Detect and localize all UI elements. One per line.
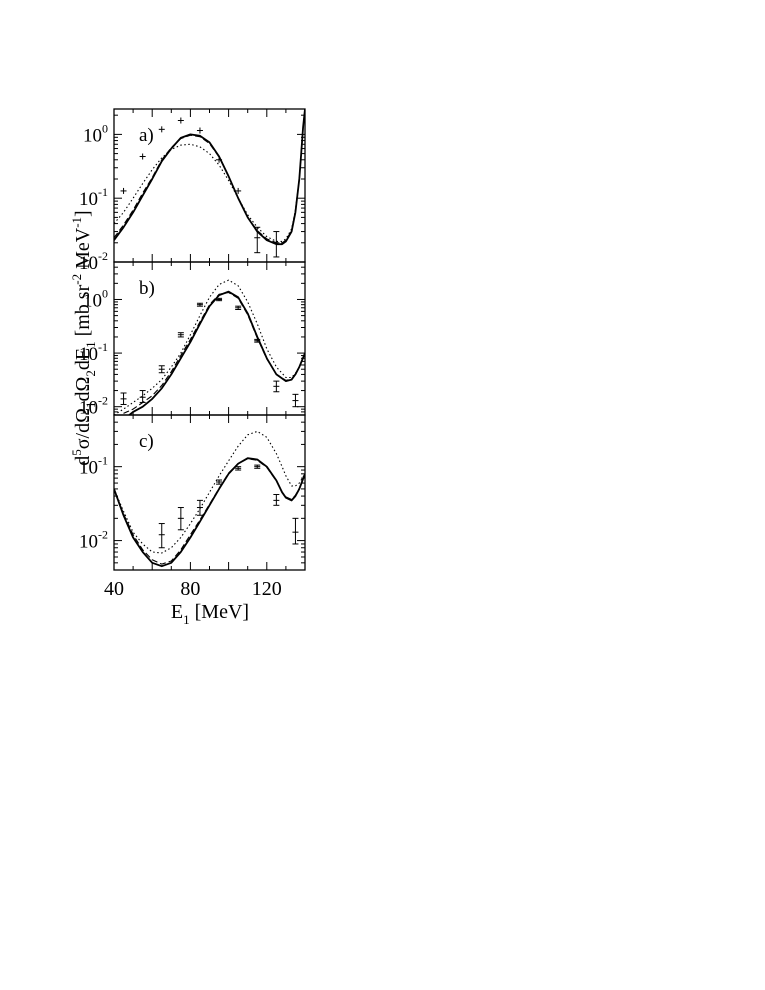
series-solid (128, 290, 305, 415)
x-tick-label: 80 (180, 578, 200, 600)
data-point (216, 479, 223, 485)
data-point (292, 393, 299, 408)
data-point (273, 380, 280, 393)
panel-3: 10-1 10-2 c) (79, 414, 306, 571)
y-tick-label: 10-2 (79, 394, 108, 419)
panel-2: 100 10-1 10-2 b) (79, 261, 306, 419)
y-tick-label: 100 (83, 121, 108, 146)
series-dotted (114, 109, 305, 242)
data-point (254, 226, 261, 254)
data-point (273, 231, 280, 258)
panels-group: 100 10-1 10-2 a) 100 10-1 10-2 b) 10-1 10-2 c) (79, 108, 306, 571)
x-tick-label: 120 (252, 578, 282, 600)
data-point (177, 117, 184, 124)
data-point (254, 464, 261, 469)
x-axis-label: E1 [MeV] (171, 601, 249, 627)
data-point (158, 126, 165, 133)
data-point (273, 494, 280, 506)
series-group (114, 279, 305, 415)
y-tick-label: 10-1 (79, 454, 108, 479)
data-point (235, 466, 242, 471)
y-tick-label: 10-1 (79, 340, 108, 365)
y-tick-label: 10-2 (79, 249, 108, 274)
data-point (120, 187, 127, 194)
data-point (196, 499, 203, 516)
data-point (216, 156, 223, 163)
panel-label: c) (139, 431, 154, 452)
series-group (114, 109, 305, 258)
data-point (216, 297, 223, 302)
x-tick-labels: 40 80 120 (104, 578, 282, 600)
data-point (196, 127, 203, 134)
data-point (235, 305, 242, 311)
y-tick-label: 10-1 (79, 185, 108, 210)
data-point (254, 338, 261, 343)
panel-1: 100 10-1 10-2 a) (79, 108, 306, 274)
series-group (114, 430, 305, 568)
data-point (177, 332, 184, 338)
series-dashed (123, 291, 305, 414)
data-point (292, 517, 299, 545)
series-solid (114, 457, 305, 568)
panel-label: b) (139, 278, 155, 299)
data-point (235, 187, 242, 194)
series-dashed (114, 458, 305, 565)
data-point (139, 153, 146, 160)
data-point (139, 390, 146, 403)
x-tick-label: 40 (104, 578, 124, 600)
data-point (177, 507, 184, 531)
series-dashed (114, 109, 305, 244)
data-point (158, 365, 165, 374)
data-point (196, 302, 203, 307)
y-tick-label: 10-2 (79, 528, 108, 553)
data-point (120, 392, 127, 405)
panel-label: a) (139, 125, 154, 146)
y-tick-label: 100 (83, 286, 108, 311)
data-point (158, 523, 165, 549)
series-dotted (114, 430, 305, 554)
y-axis-label: d5σ/dΩ1dΩ2dE1 [mb sr-2 MeV-1] (69, 210, 98, 465)
